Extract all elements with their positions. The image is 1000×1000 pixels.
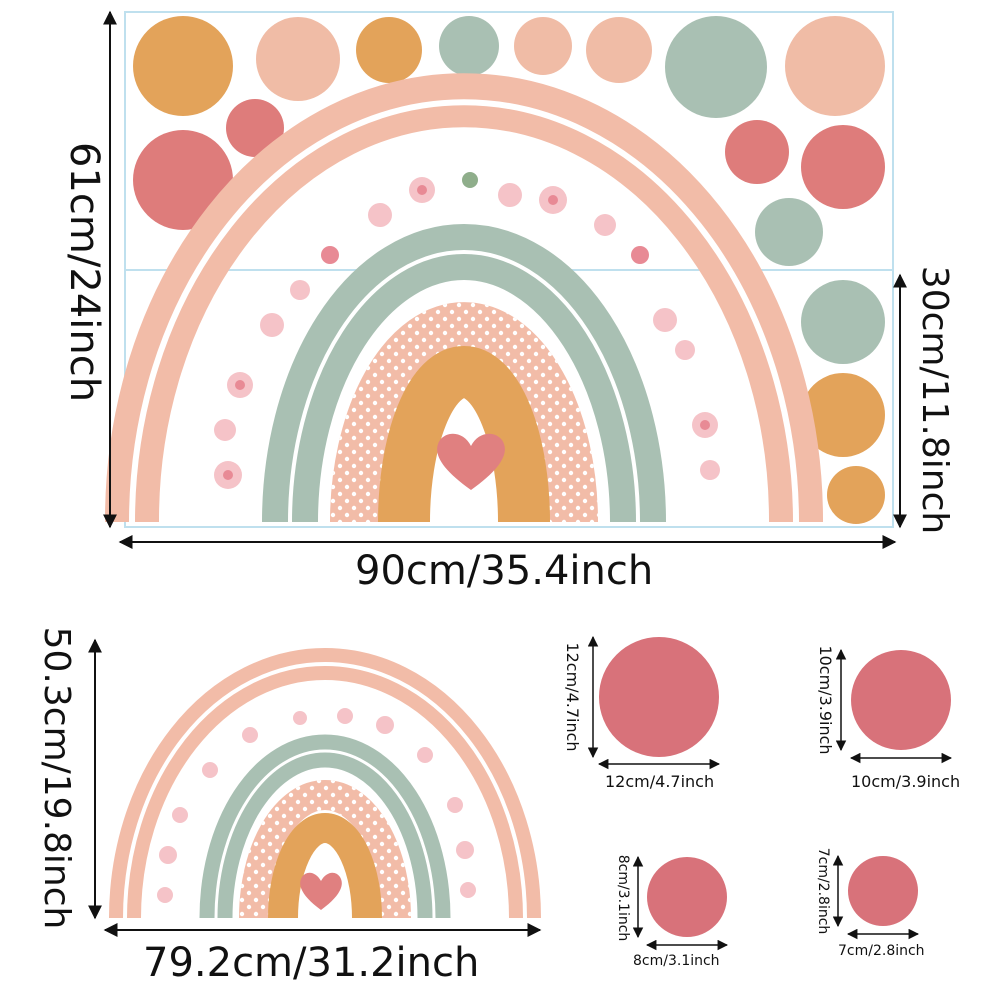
dot-12cm-height-label: 12cm/4.7inch [563,642,582,752]
top-width-label: 90cm/35.4inch [355,548,654,594]
dot-coral [133,130,233,230]
dot-8cm-height-label: 8cm/3.1inch [615,854,631,942]
top-height-label: 61cm/24inch [61,142,107,403]
dot-peach [514,17,572,75]
dot-sage [665,16,767,118]
dot-7cm-width-label: 7cm/2.8inch [838,943,925,959]
dot-coral [226,99,284,157]
dot-sage [801,280,885,364]
rainbow-small [109,648,541,919]
flower-garland [157,708,476,903]
rainbow-large [105,73,823,523]
dot-10cm-width-label: 10cm/3.9inch [851,772,961,791]
polka-dot-set [133,16,885,524]
dot-7cm [848,856,918,926]
dot-peach [586,17,652,83]
dot-coral [801,125,885,209]
heart-icon [300,872,342,910]
dot-sage [755,198,823,266]
dot-mustard [801,373,885,457]
dot-samples [587,635,953,951]
dot-mustard [356,17,422,83]
dot-10cm-height-label: 10cm/3.9inch [816,645,835,755]
dot-coral [725,120,789,184]
bottom-width-label: 79.2cm/31.2inch [143,940,480,986]
dot-mustard [133,16,233,116]
dot-sage [439,16,499,76]
bottom-height-label: 50.3cm/19.8inch [36,626,77,930]
dot-peach [785,16,885,116]
heart-icon [437,433,505,490]
dot-8cm [647,857,727,937]
dot-12cm [599,637,719,757]
dot-7cm-height-label: 7cm/2.8inch [815,847,831,935]
flower-garland [214,172,720,489]
dot-10cm [851,650,951,750]
dot-12cm-width-label: 12cm/4.7inch [605,772,715,791]
dot-peach [256,17,340,101]
dot-8cm-width-label: 8cm/3.1inch [633,953,720,969]
top-half-height-label: 30cm/11.8inch [914,265,955,535]
dot-mustard [827,466,885,524]
